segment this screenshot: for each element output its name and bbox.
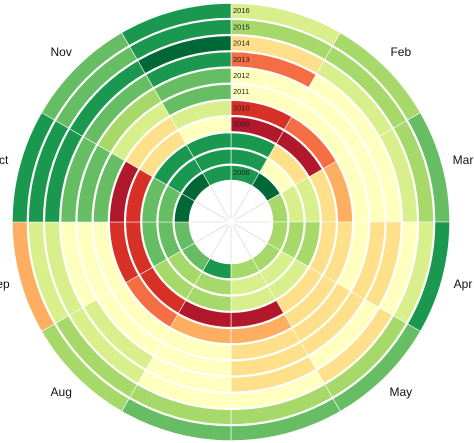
month-label-apr: Apr xyxy=(454,277,473,291)
year-label-2013: 2013 xyxy=(233,55,250,64)
spoke-line xyxy=(234,223,266,243)
spoke-line xyxy=(234,201,266,221)
cell-dec-2014 xyxy=(137,35,232,74)
cell-dec-2009 xyxy=(177,116,232,144)
cell-dec-2008 xyxy=(186,132,232,158)
heatmap-cells xyxy=(12,3,450,441)
cell-dec-2015 xyxy=(129,19,232,60)
year-labels: 2006 2009 2010 2011 2012 2013 2014 2015 2016 xyxy=(233,6,250,177)
month-label-feb: Feb xyxy=(390,45,411,59)
spoke-line xyxy=(210,187,230,219)
year-label-2014: 2014 xyxy=(233,39,250,48)
year-label-2011: 2011 xyxy=(233,87,249,96)
spoke-line xyxy=(196,223,228,243)
year-label-2016: 2016 xyxy=(233,6,250,15)
year-label-2009: 2009 xyxy=(233,120,250,129)
month-label-oct: Oct xyxy=(0,153,9,167)
year-label-2015: 2015 xyxy=(233,22,250,31)
year-label-2012: 2012 xyxy=(233,71,250,80)
spoke-line xyxy=(232,187,252,219)
spoke-line xyxy=(210,225,230,257)
year-label-2006: 2006 xyxy=(233,168,250,177)
year-label-2010: 2010 xyxy=(233,103,250,112)
cell-dec-2016 xyxy=(121,3,232,46)
month-label-mar: Mar xyxy=(453,153,474,167)
month-label-may: May xyxy=(389,385,412,399)
cell-dec-2013 xyxy=(145,51,232,88)
cell-dec-2011 xyxy=(161,84,232,116)
month-label-aug: Aug xyxy=(51,385,72,399)
cell-dec-2006 xyxy=(202,165,232,187)
cell-dec-2010 xyxy=(169,100,232,130)
spokes xyxy=(191,182,271,262)
month-label-nov: Nov xyxy=(51,45,72,59)
cell-dec-2007 xyxy=(194,148,232,173)
cell-dec-2012 xyxy=(153,67,232,102)
spoke-line xyxy=(196,201,228,221)
spoke-line xyxy=(232,225,252,257)
month-label-sep: Sep xyxy=(0,277,10,291)
